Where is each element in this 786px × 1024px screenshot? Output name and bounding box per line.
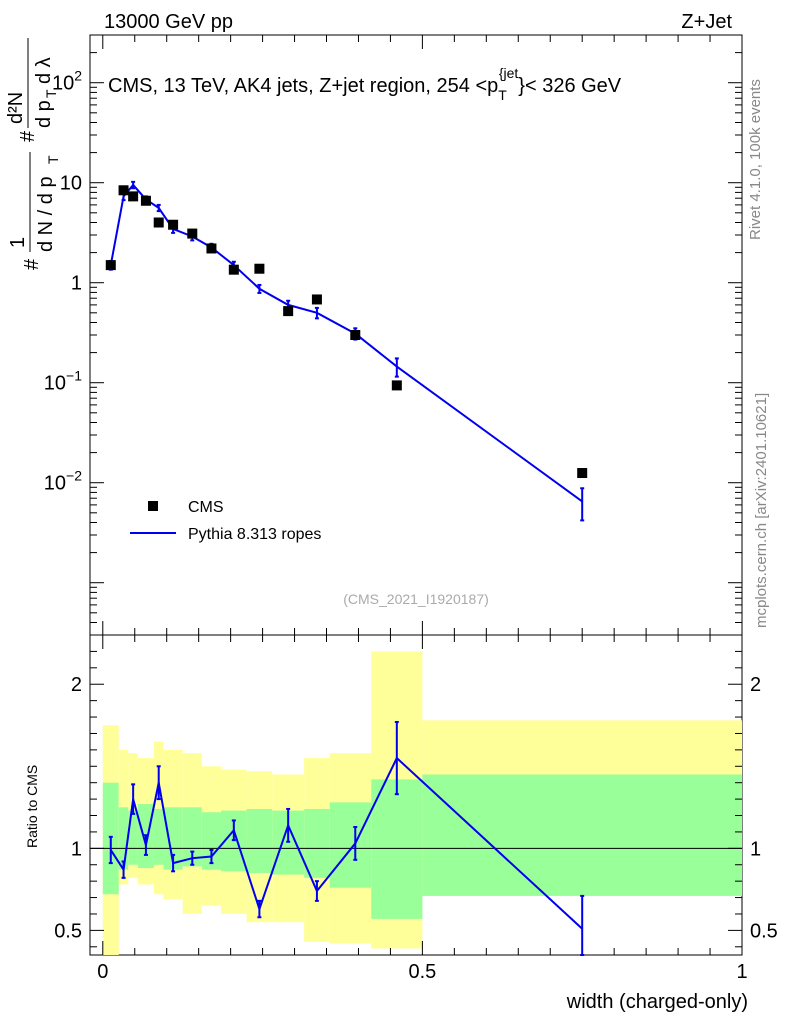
cms-point-2 xyxy=(128,191,139,202)
main-ytick-label-0: 10−2 xyxy=(44,468,82,495)
ratio-band-inner-13 xyxy=(371,779,423,919)
ratio-ytick-label-left-2: 2 xyxy=(71,674,82,696)
main-panel-frame xyxy=(89,34,743,636)
ratio-band-inner-6 xyxy=(182,807,202,867)
cms-point-12 xyxy=(350,330,361,340)
ratio-band-inner-1 xyxy=(118,807,129,870)
svg-text:#: # xyxy=(17,130,39,142)
svg-text:d²N: d²N xyxy=(5,92,27,124)
svg-text:T: T xyxy=(45,155,61,164)
ratio-ytick-label-right-2: 2 xyxy=(750,674,761,696)
x-tick-label-2: 1 xyxy=(736,961,747,983)
main-ytick-label-3: 10 xyxy=(60,173,82,195)
ratio-band-inner-2 xyxy=(128,810,138,865)
cms-point-4 xyxy=(153,217,164,228)
svg-text:d λ: d λ xyxy=(33,57,55,84)
main-ytick-label-4: 102 xyxy=(52,68,82,95)
main-ytick-label-2: 1 xyxy=(71,273,82,295)
ratio-ytick-label-left-1: 1 xyxy=(71,838,82,860)
cms-point-6 xyxy=(187,228,198,239)
cms-point-0 xyxy=(105,260,116,271)
x-tick-label-1: 0.5 xyxy=(408,961,436,983)
x-axis-label: width (charged-only) xyxy=(566,991,748,1013)
ratio-band-inner-7 xyxy=(201,812,222,870)
cms-point-10 xyxy=(283,306,294,317)
cms-point-5 xyxy=(168,219,179,230)
svg-text:#: # xyxy=(21,258,43,270)
cms-point-7 xyxy=(206,243,217,254)
legend: CMS Pythia 8.313 ropes xyxy=(130,499,321,543)
ratio-ytick-label-left-0: 0.5 xyxy=(54,920,82,942)
main-data-marks xyxy=(105,180,588,522)
cms-point-9 xyxy=(254,263,265,274)
legend-cms-label: CMS xyxy=(188,499,224,516)
main-title: CMS, 13 TeV, AK4 jets, Z+jet region, 254… xyxy=(108,65,622,103)
process-label: Z+Jet xyxy=(681,11,732,33)
pythia-line xyxy=(109,183,583,503)
ratio-ytick-label-right-0: 0.5 xyxy=(750,920,778,942)
ratio-band-inner-11 xyxy=(304,808,330,878)
cms-point-13 xyxy=(391,380,402,391)
ratio-band-inner-5 xyxy=(163,807,183,870)
svg-text:d p: d p xyxy=(33,100,55,128)
ratio-band-inner-9 xyxy=(246,808,273,873)
ratio-band-inner-4 xyxy=(153,808,164,865)
analysis-watermark: (CMS_2021_I1920187) xyxy=(343,591,489,607)
svg-text:T: T xyxy=(43,89,59,98)
legend-pythia-label: Pythia 8.313 ropes xyxy=(188,526,321,543)
ratio-band-inner-12 xyxy=(329,802,372,888)
ratio-ylabel: Ratio to CMS xyxy=(24,765,40,848)
svg-text:d N / d p: d N / d p xyxy=(35,176,57,252)
cms-point-11 xyxy=(311,294,322,305)
cms-point-8 xyxy=(228,264,239,275)
x-tick-label-0: 0 xyxy=(97,961,108,983)
energy-label: 13000 GeV pp xyxy=(104,11,233,33)
main-ytick-label-1: 10−1 xyxy=(44,368,82,395)
cms-point-14 xyxy=(577,468,588,479)
legend-cms-marker xyxy=(148,501,158,511)
cms-point-3 xyxy=(140,195,151,206)
ratio-band-inner-14 xyxy=(422,774,742,896)
mcplots-label: mcplots.cern.ch [arXiv:2401.10621] xyxy=(753,393,770,628)
svg-text:1: 1 xyxy=(7,237,29,248)
ratio-ytick-label-right-1: 1 xyxy=(750,838,761,860)
ratio-data-marks xyxy=(108,720,585,956)
ratio-uncertainty-bands xyxy=(102,651,742,955)
cms-point-1 xyxy=(118,185,129,196)
rivet-version-label: Rivet 4.1.0, 100k events xyxy=(747,79,764,240)
main-ylabel: # 1 d N / d p T # d²N d p T d λ xyxy=(5,38,61,270)
